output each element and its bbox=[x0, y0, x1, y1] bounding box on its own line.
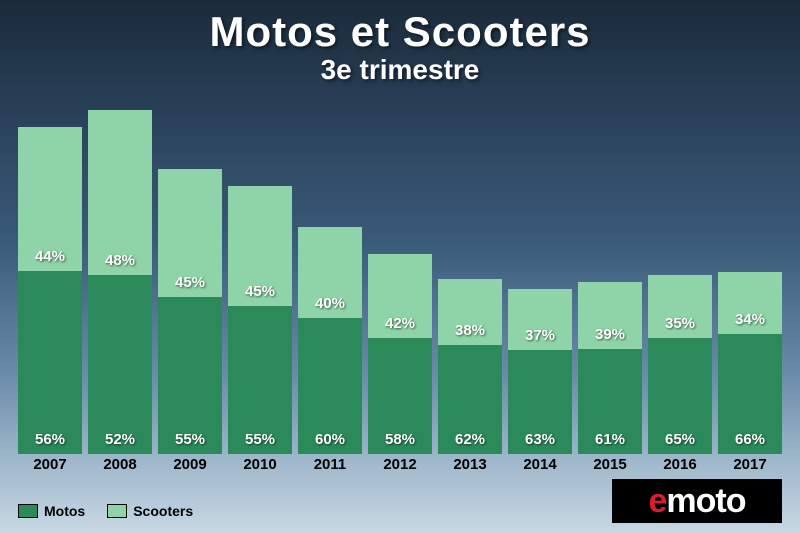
segment-scooters-label: 40% bbox=[315, 295, 345, 318]
legend-item: Scooters bbox=[107, 503, 193, 519]
segment-scooters: 37% bbox=[508, 289, 572, 350]
year-label: 2007 bbox=[18, 454, 82, 473]
bar-column: 38% 62%2013 bbox=[438, 110, 502, 473]
legend: Motos Scooters bbox=[18, 503, 193, 519]
segment-scooters: 42% bbox=[368, 254, 432, 338]
bar-column: 35% 65%2016 bbox=[648, 110, 712, 473]
bar-stack: 38% 62% bbox=[438, 110, 502, 454]
chart-area: 44%56%200748%52%200845%55%200945%55%2010… bbox=[18, 110, 782, 473]
segment-motos-label: 62% bbox=[455, 431, 485, 454]
logo: emoto bbox=[612, 479, 782, 523]
segment-scooters: 39% bbox=[578, 282, 642, 349]
segment-motos-label: 65% bbox=[665, 431, 695, 454]
legend-item: Motos bbox=[18, 503, 85, 519]
year-label: 2016 bbox=[648, 454, 712, 473]
segment-motos-label: 55% bbox=[245, 431, 275, 454]
bar-column: 40% 60%2011 bbox=[298, 110, 362, 473]
legend-label: Scooters bbox=[133, 503, 193, 519]
segment-motos-label: 63% bbox=[525, 431, 555, 454]
segment-scooters: 34% bbox=[718, 272, 782, 334]
bar-stack: 45% 55% bbox=[158, 110, 222, 454]
bar-column: 42% 58%2012 bbox=[368, 110, 432, 473]
year-label: 2010 bbox=[228, 454, 292, 473]
bar-stack: 48% 52% bbox=[88, 110, 152, 454]
segment-motos: 62% bbox=[438, 345, 502, 454]
segment-motos: 63% bbox=[508, 350, 572, 454]
year-label: 2014 bbox=[508, 454, 572, 473]
segment-motos: 56% bbox=[18, 271, 82, 454]
bar-column: 45% 55%2010 bbox=[228, 110, 292, 473]
logo-prefix: e bbox=[648, 482, 666, 521]
segment-motos: 52% bbox=[88, 275, 152, 454]
segment-motos-label: 60% bbox=[315, 431, 345, 454]
segment-scooters-label: 45% bbox=[245, 283, 275, 306]
bar-column: 37% 63%2014 bbox=[508, 110, 572, 473]
segment-scooters-label: 35% bbox=[665, 315, 695, 338]
segment-motos: 61% bbox=[578, 349, 642, 454]
segment-motos: 60% bbox=[298, 318, 362, 454]
segment-motos-label: 52% bbox=[105, 431, 135, 454]
bar-column: 48% 52%2008 bbox=[88, 110, 152, 473]
bar-stack: 34% 66% bbox=[718, 110, 782, 454]
bar-stack: 44% 56% bbox=[18, 110, 82, 454]
bar-column: 44% 56%2007 bbox=[18, 110, 82, 473]
legend-swatch bbox=[107, 504, 127, 518]
bar-stack: 40% 60% bbox=[298, 110, 362, 454]
segment-motos-label: 55% bbox=[175, 431, 205, 454]
segment-scooters-label: 39% bbox=[595, 326, 625, 349]
segment-scooters: 35% bbox=[648, 275, 712, 338]
segment-scooters-label: 37% bbox=[525, 327, 555, 350]
segment-motos-label: 66% bbox=[735, 431, 765, 454]
bar-stack: 45% 55% bbox=[228, 110, 292, 454]
bar-column: 39% 61%2015 bbox=[578, 110, 642, 473]
segment-scooters: 48% bbox=[88, 110, 152, 275]
segment-scooters-label: 44% bbox=[35, 248, 65, 271]
segment-scooters: 40% bbox=[298, 227, 362, 318]
segment-motos: 55% bbox=[158, 297, 222, 454]
year-label: 2011 bbox=[298, 454, 362, 473]
bar-stack: 37% 63% bbox=[508, 110, 572, 454]
segment-motos: 65% bbox=[648, 338, 712, 454]
year-label: 2012 bbox=[368, 454, 432, 473]
year-label: 2015 bbox=[578, 454, 642, 473]
segment-scooters: 45% bbox=[228, 186, 292, 307]
segment-scooters-label: 45% bbox=[175, 274, 205, 297]
bar-stack: 42% 58% bbox=[368, 110, 432, 454]
segment-scooters-label: 42% bbox=[385, 315, 415, 338]
bar-stack: 35% 65% bbox=[648, 110, 712, 454]
segment-motos: 55% bbox=[228, 306, 292, 454]
chart-title: Motos et Scooters bbox=[0, 0, 800, 56]
segment-scooters-label: 34% bbox=[735, 311, 765, 334]
bar-column: 45% 55%2009 bbox=[158, 110, 222, 473]
logo-suffix: moto bbox=[666, 482, 745, 521]
year-label: 2013 bbox=[438, 454, 502, 473]
chart-subtitle: 3e trimestre bbox=[0, 54, 800, 86]
segment-motos-label: 56% bbox=[35, 431, 65, 454]
year-label: 2009 bbox=[158, 454, 222, 473]
bar-stack: 39% 61% bbox=[578, 110, 642, 454]
segment-scooters-label: 48% bbox=[105, 252, 135, 275]
bar-column: 34% 66%2017 bbox=[718, 110, 782, 473]
segment-motos-label: 58% bbox=[385, 431, 415, 454]
year-label: 2008 bbox=[88, 454, 152, 473]
segment-motos-label: 61% bbox=[595, 431, 625, 454]
segment-scooters: 45% bbox=[158, 169, 222, 297]
segment-motos: 66% bbox=[718, 334, 782, 454]
segment-scooters: 44% bbox=[18, 127, 82, 271]
year-label: 2017 bbox=[718, 454, 782, 473]
segment-motos: 58% bbox=[368, 338, 432, 454]
legend-label: Motos bbox=[44, 503, 85, 519]
legend-swatch bbox=[18, 504, 38, 518]
segment-scooters: 38% bbox=[438, 279, 502, 346]
segment-scooters-label: 38% bbox=[455, 322, 485, 345]
